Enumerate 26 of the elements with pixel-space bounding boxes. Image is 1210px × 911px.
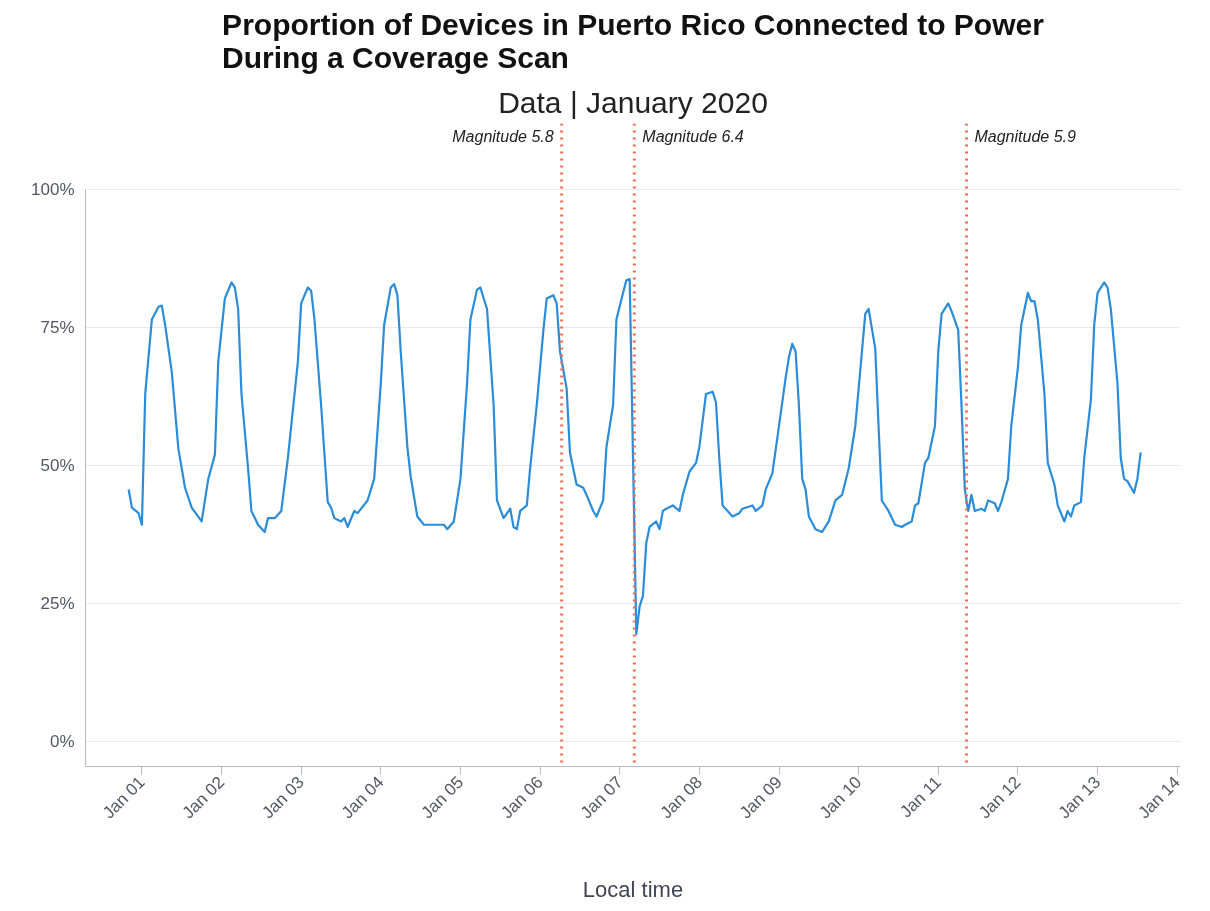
x-tick-label: Jan 06 (497, 772, 547, 823)
x-tick-label: Jan 03 (258, 772, 308, 823)
line-series (127, 278, 1142, 636)
x-tick-label: Jan 08 (656, 772, 707, 823)
y-tick-label: 75% (40, 318, 75, 338)
ref-line-label: Magnitude 5.9 (974, 127, 1076, 145)
x-tick-label: Jan 14 (1134, 772, 1184, 823)
x-tick-label: Jan 13 (1054, 772, 1105, 823)
x-tick-label: Jan 07 (576, 772, 627, 823)
x-axis-title: Local time (582, 877, 684, 903)
ref-line-label: Magnitude 6.4 (642, 127, 744, 145)
x-tick-label: Jan 01 (99, 772, 149, 823)
y-tick-label: 100% (31, 180, 75, 200)
y-tick-label: 50% (40, 456, 75, 476)
x-tick-label: Jan 04 (338, 772, 388, 823)
y-tick-label: 0% (49, 732, 75, 752)
y-tick-label: 25% (40, 594, 75, 614)
chart-subtitle: Data | January 2020 (498, 85, 768, 119)
x-tick-label: Jan 02 (178, 772, 229, 823)
x-tick-label: Jan 11 (896, 772, 945, 822)
x-tick-label: Jan 09 (736, 772, 786, 823)
x-tick-label: Jan 05 (417, 772, 468, 823)
x-tick-label: Jan 10 (815, 772, 866, 823)
chart-title: Proportion of Devices in Puerto Rico Connected to Power During a Coverage Scan (222, 7, 1045, 74)
ref-line-label: Magnitude 5.8 (452, 127, 554, 145)
x-tick-label: Jan 12 (975, 772, 1025, 823)
